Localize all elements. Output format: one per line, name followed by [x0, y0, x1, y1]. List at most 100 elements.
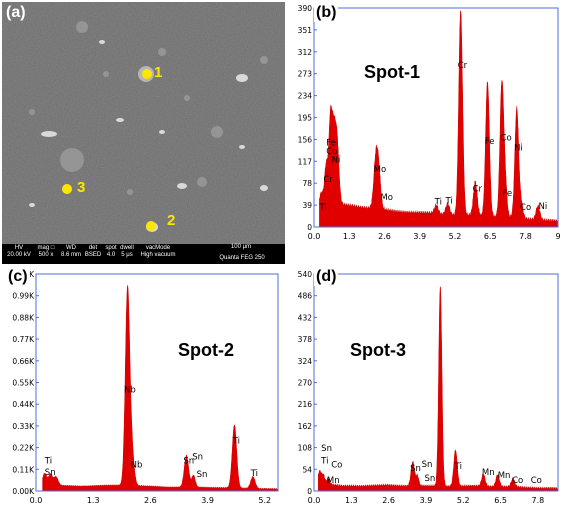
x-tick-label: 9 — [555, 232, 560, 241]
sem-info-bar: HV 20.00 kV mag □ 500 x WD 8.6 mm det BS… — [2, 244, 285, 264]
info-hv: HV 20.00 kV — [4, 245, 34, 259]
info-label: vacMode — [145, 245, 171, 251]
x-tick-label: 2.6 — [144, 496, 157, 505]
info-value: High vacuum — [140, 252, 176, 258]
y-tick-label: 324 — [298, 357, 313, 366]
y-tick-label: 432 — [298, 313, 313, 322]
y-tick-label: 234 — [298, 92, 313, 101]
spectrum-area — [319, 10, 559, 228]
y-tick-label: 78 — [302, 179, 312, 188]
y-tick-label: 0 — [307, 223, 312, 232]
sem-marker-label-2: 2 — [167, 212, 176, 229]
y-tick-label: 54 — [302, 465, 312, 474]
element-label: Cr — [323, 175, 333, 185]
info-label: WD — [66, 245, 76, 251]
y-tick-label: 0.11K — [12, 465, 35, 474]
x-tick-label: 6.5 — [494, 496, 507, 505]
element-label: Ti — [454, 462, 462, 472]
y-tick-label: 312 — [298, 48, 313, 57]
plot-border — [313, 7, 559, 228]
y-tick-label: 0.44K — [12, 400, 35, 409]
element-label: Mo — [374, 165, 387, 175]
spot-title: Spot-1 — [364, 62, 420, 82]
scale-bar-label: 100 μm — [218, 244, 264, 251]
x-tick-label: 2.6 — [378, 232, 391, 241]
element-label: Fe — [502, 189, 512, 199]
plot-border — [313, 273, 559, 492]
info-dwell: dwell 5 μs — [118, 245, 136, 259]
x-tick-label: 3.9 — [201, 496, 214, 505]
element-label: Sn — [410, 464, 421, 474]
element-label: Mn — [482, 468, 495, 478]
spectrum-area — [318, 286, 559, 492]
sem-panel: 1 2 3 HV 20.00 kV mag □ 500 x WD 8.6 mm … — [2, 2, 285, 264]
plot-frame — [313, 7, 559, 228]
y-tick-label: 0.99K — [12, 292, 35, 301]
sem-micrograph — [2, 2, 285, 244]
element-label: Sn — [45, 468, 56, 478]
eds-spectrum-chart: 0 39 78 117 156 195 234 273 312 351 390 0.0 1.3 2.6 3.… — [298, 4, 561, 241]
y-tick-label: 0.88K — [12, 313, 35, 322]
element-label: Ti — [444, 196, 452, 206]
spot-title: Spot-3 — [350, 340, 406, 360]
x-tick-label: 0.0 — [308, 232, 321, 241]
y-tick-label: 390 — [298, 4, 313, 13]
eds-panel-c: 0.00K 0.11K 0.22K 0.33K 0.44K 0.55K 0.66K 0.77K… — [0, 266, 282, 506]
spectrum-area — [42, 285, 279, 492]
y-tick-label: 540 — [298, 270, 313, 279]
info-value: BSED — [84, 252, 102, 258]
info-label: det — [88, 245, 98, 251]
panel-letter-d: (d) — [314, 268, 339, 286]
info-label: dwell — [120, 245, 134, 251]
element-label: Mn — [327, 476, 340, 486]
x-tick-label: 6.5 — [484, 232, 497, 241]
element-label: Fe — [485, 137, 495, 147]
element-label: Nb — [131, 460, 143, 470]
y-tick-label: 486 — [298, 292, 313, 301]
y-tick-label: 156 — [298, 135, 313, 144]
sem-marker-label-3: 3 — [77, 179, 86, 196]
element-label: Ni — [538, 202, 547, 212]
element-label: Mo — [380, 193, 393, 203]
y-tick-label: 273 — [298, 70, 313, 79]
element-label: Ti — [250, 469, 258, 479]
element-label: Co — [501, 134, 512, 144]
y-tick-label: 0.33K — [12, 422, 35, 431]
info-det: det BSED — [84, 245, 102, 259]
info-label: mag □ — [37, 245, 55, 251]
sem-marker-2 — [146, 221, 156, 231]
element-label: Co — [512, 476, 523, 486]
info-value: 4.0 — [106, 252, 116, 258]
x-tick-label: 5.2 — [258, 496, 271, 505]
y-tick-label: 195 — [298, 114, 313, 123]
info-value: 5 μs — [121, 252, 133, 258]
element-label: Ni — [514, 144, 523, 154]
x-tick-label: 5.2 — [457, 496, 470, 505]
x-tick-label: 7.8 — [519, 232, 532, 241]
sem-marker-3 — [62, 184, 72, 194]
element-label: Ti — [44, 456, 52, 466]
eds-spectrum-chart: 0.00K 0.11K 0.22K 0.33K 0.44K 0.55K 0.66K 0.77K… — [12, 270, 279, 505]
plot-border — [35, 273, 279, 492]
element-label: Sn — [425, 474, 436, 484]
element-label: Sn — [422, 460, 433, 470]
instrument-name: Quanta FEG 250 — [219, 255, 265, 261]
y-tick-label: 0.77K — [12, 335, 35, 344]
element-label: Ni — [332, 155, 341, 165]
panel-letter-c: (c) — [6, 268, 30, 286]
element-label: Co — [331, 461, 342, 471]
y-tick-label: 39 — [302, 201, 312, 210]
panel-letter-a: (a) — [6, 4, 26, 21]
element-label: Ti — [434, 198, 442, 208]
y-tick-label: 351 — [298, 26, 313, 35]
element-label: Sn — [183, 456, 194, 466]
x-tick-label: 3.9 — [420, 496, 433, 505]
element-label: Nb — [124, 385, 136, 395]
info-mag: mag □ 500 x — [34, 245, 58, 259]
y-tick-label: 108 — [298, 444, 313, 453]
element-label: Co — [520, 203, 531, 213]
panel-letter-b: (b) — [314, 4, 339, 22]
info-vacmode: vacMode High vacuum — [138, 245, 178, 259]
element-label: Cr — [458, 61, 468, 71]
y-tick-label: 162 — [298, 422, 313, 431]
